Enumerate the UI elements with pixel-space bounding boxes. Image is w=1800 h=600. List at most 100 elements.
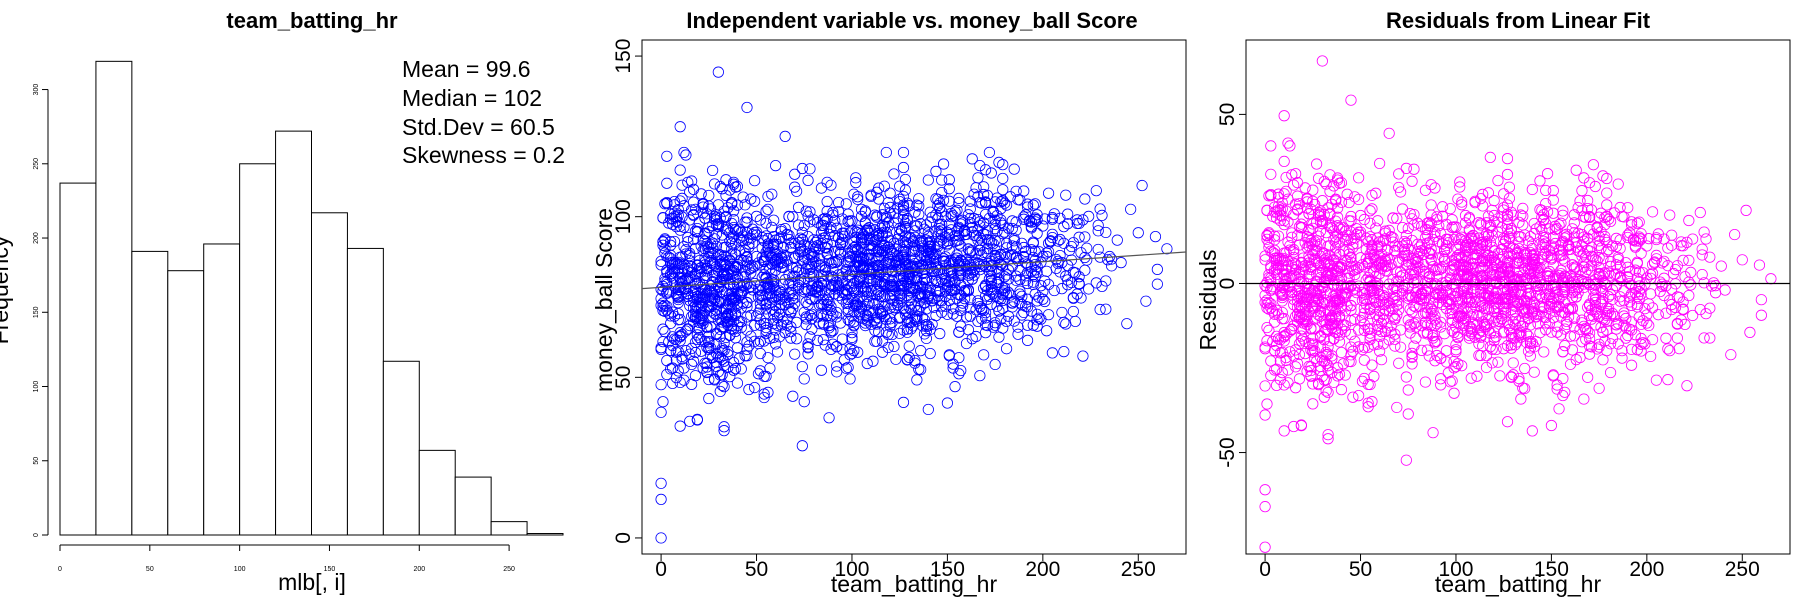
scatter-point bbox=[897, 161, 910, 174]
scatter-point bbox=[892, 233, 904, 245]
residual-point bbox=[1528, 341, 1540, 353]
residual-point bbox=[1597, 270, 1609, 282]
scatter-point bbox=[974, 160, 986, 172]
scatter-point bbox=[724, 227, 736, 239]
residual-point bbox=[1288, 208, 1300, 221]
scatter-point bbox=[729, 325, 742, 337]
scatter-point bbox=[951, 292, 963, 304]
scatter-point bbox=[941, 308, 954, 320]
scatter-point bbox=[773, 331, 786, 343]
histogram-bar bbox=[346, 247, 384, 536]
scatter-point bbox=[836, 271, 849, 283]
histogram-stats: Mean = 99.6 Median = 102 Std.Dev = 60.5 … bbox=[402, 56, 565, 168]
residual-point bbox=[1326, 198, 1338, 210]
residual-point bbox=[1538, 248, 1550, 261]
residual-point bbox=[1480, 350, 1493, 362]
scatter-point bbox=[657, 301, 669, 313]
scatter-point bbox=[953, 221, 965, 233]
scatter-point bbox=[710, 356, 723, 369]
residual-point bbox=[1267, 246, 1279, 258]
residual-point bbox=[1547, 312, 1559, 324]
scatter-point bbox=[873, 285, 885, 297]
scatter-point bbox=[693, 263, 705, 275]
scatter-point bbox=[760, 317, 772, 329]
scatter-point bbox=[666, 339, 679, 352]
residual-point bbox=[1572, 201, 1584, 214]
residual-point bbox=[1498, 202, 1510, 214]
scatter-point bbox=[804, 310, 816, 322]
scatter-point bbox=[718, 421, 730, 433]
scatter-point bbox=[1081, 254, 1093, 266]
scatter-point bbox=[1010, 270, 1022, 282]
residual-point bbox=[1553, 403, 1565, 415]
residual-point bbox=[1269, 345, 1281, 357]
scatter-point bbox=[691, 225, 703, 238]
residual-point bbox=[1370, 279, 1382, 292]
scatter-point bbox=[884, 235, 896, 247]
residual-point bbox=[1557, 389, 1569, 402]
residual-point bbox=[1656, 257, 1668, 269]
residual-point bbox=[1419, 376, 1432, 388]
scatter-point bbox=[659, 233, 671, 245]
scatter-point bbox=[878, 310, 891, 323]
scatter-point bbox=[808, 214, 820, 226]
residual-point bbox=[1547, 242, 1559, 255]
residual-point bbox=[1488, 335, 1500, 347]
scatter-point bbox=[666, 218, 679, 230]
residual-point bbox=[1549, 305, 1561, 318]
scatter-point bbox=[867, 355, 879, 367]
residual-point bbox=[1486, 268, 1498, 281]
scatter-point bbox=[897, 213, 910, 226]
scatter-point bbox=[676, 192, 688, 204]
residual-point bbox=[1566, 291, 1579, 304]
scatter-point bbox=[1008, 233, 1020, 245]
residual-point bbox=[1543, 317, 1556, 330]
residual-point bbox=[1570, 291, 1582, 303]
residual-point bbox=[1540, 324, 1552, 336]
scatter-point bbox=[1004, 289, 1016, 301]
residual-point bbox=[1312, 230, 1325, 242]
residual-point bbox=[1333, 368, 1346, 380]
scatter-point bbox=[859, 217, 871, 230]
residual-point bbox=[1297, 211, 1309, 224]
histogram-x-tick-label: 100 bbox=[234, 566, 246, 573]
residual-point bbox=[1438, 328, 1451, 340]
residual-point bbox=[1580, 251, 1592, 263]
scatter-point bbox=[1021, 319, 1034, 331]
scatter-point bbox=[796, 440, 808, 452]
scatter-point bbox=[983, 146, 995, 159]
residual-point bbox=[1328, 290, 1340, 302]
residual-point bbox=[1417, 308, 1430, 320]
residual-point bbox=[1599, 335, 1611, 347]
residual-point bbox=[1366, 359, 1378, 371]
scatter-point bbox=[909, 257, 921, 270]
residual-point bbox=[1574, 351, 1586, 364]
residual-point bbox=[1501, 153, 1514, 165]
residual-point bbox=[1416, 320, 1428, 332]
residual-point bbox=[1322, 433, 1334, 445]
residual-point bbox=[1381, 252, 1393, 264]
residual-point bbox=[1538, 213, 1550, 225]
scatter-point bbox=[1042, 187, 1055, 199]
residual-point bbox=[1482, 210, 1495, 222]
scatter-point bbox=[789, 297, 801, 310]
residual-point bbox=[1578, 248, 1590, 260]
residual-point bbox=[1305, 322, 1317, 334]
scatter-point bbox=[1063, 244, 1076, 257]
scatter-point bbox=[789, 168, 801, 180]
residual-point bbox=[1658, 289, 1670, 302]
residual-point bbox=[1282, 236, 1294, 248]
scatter-point bbox=[680, 244, 692, 256]
scatter-point bbox=[1056, 283, 1068, 295]
residual-point bbox=[1391, 295, 1403, 307]
scatter-point bbox=[836, 333, 849, 345]
scatter-point bbox=[852, 191, 864, 203]
residual-point bbox=[1700, 308, 1712, 320]
scatter-point bbox=[686, 342, 698, 354]
residual-point bbox=[1435, 379, 1447, 391]
residuals-panel: Residuals from Linear Fit 0 50 100 150 200 25… bbox=[1195, 8, 1791, 597]
residual-point bbox=[1391, 401, 1403, 414]
residual-point bbox=[1501, 246, 1514, 258]
scatter-point bbox=[1046, 228, 1058, 240]
scatter-point bbox=[760, 217, 772, 229]
